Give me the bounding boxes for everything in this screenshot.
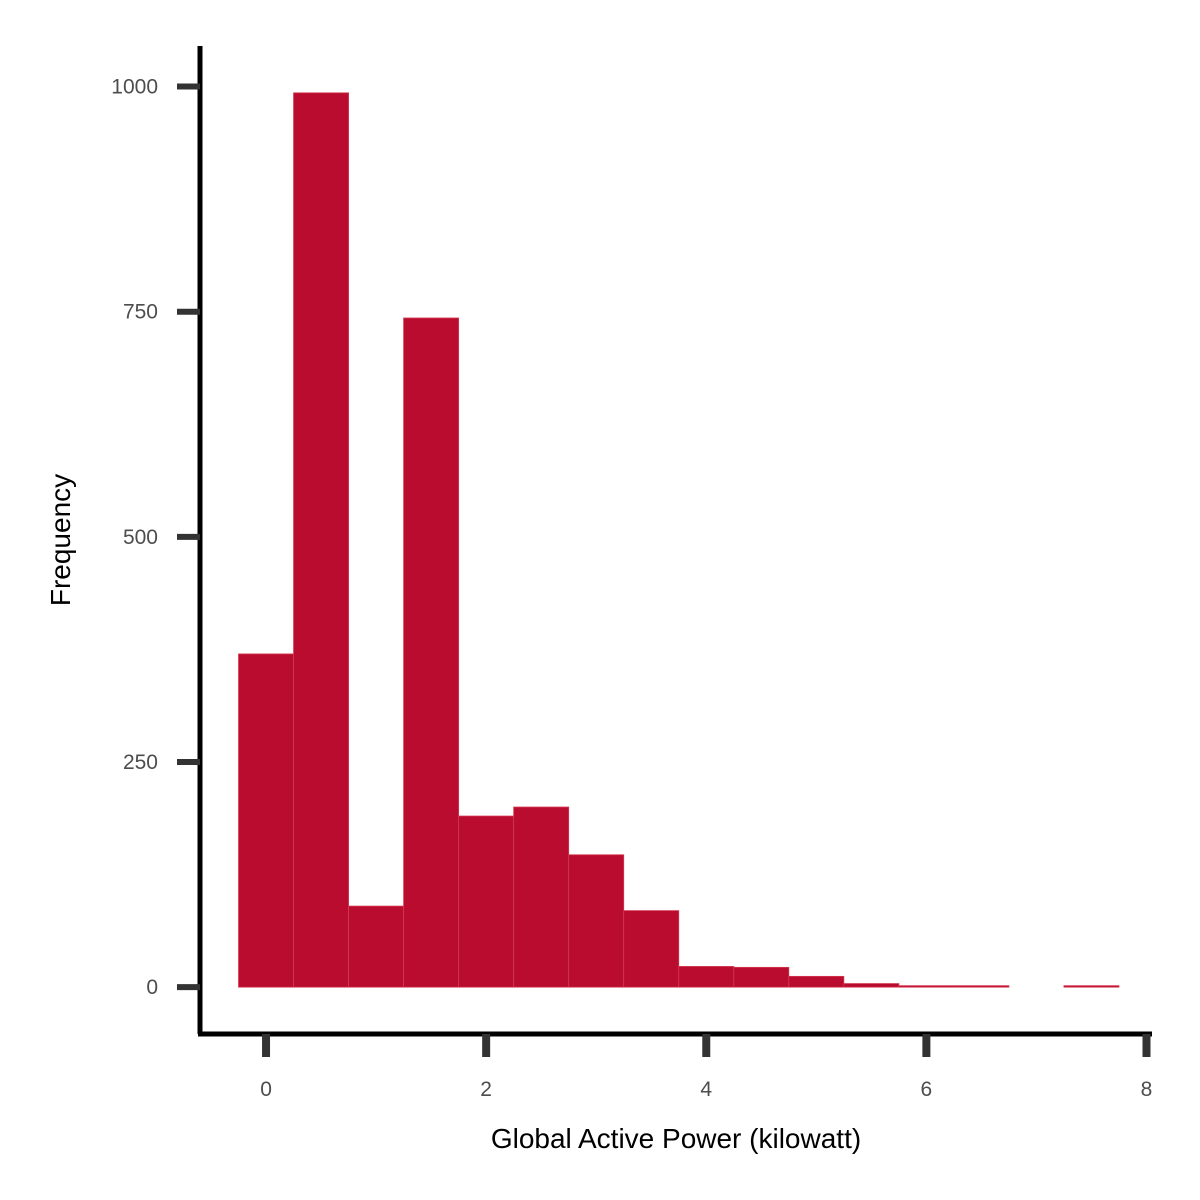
y-tick-label-500: 500	[123, 526, 158, 549]
histogram-bar-8	[678, 966, 735, 988]
x-axis-title: Global Active Power (kilowatt)	[491, 1123, 861, 1154]
histogram-bar-5	[513, 806, 570, 988]
y-axis: 0 250 500 750 1000	[111, 46, 203, 1034]
histogram-bar-15	[1063, 985, 1120, 988]
histogram-bars	[238, 92, 1120, 988]
x-tick-label-8: 8	[1141, 1078, 1153, 1101]
histogram-bar-9	[733, 966, 790, 988]
x-axis: 0 2 4 6 8	[198, 1031, 1153, 1101]
y-tick-label-750: 750	[123, 301, 158, 324]
histogram-bar-2	[348, 905, 405, 988]
y-tick-label-1000: 1000	[111, 76, 158, 99]
histogram-bar-12	[898, 985, 955, 988]
histogram-bar-10	[788, 975, 845, 988]
y-tick-label-0: 0	[146, 976, 158, 999]
histogram-bar-0	[238, 653, 294, 988]
histogram-bar-4	[458, 815, 515, 988]
histogram-bar-11	[843, 983, 900, 988]
histogram-bar-3	[403, 317, 460, 988]
histogram-bar-13	[953, 985, 1010, 988]
histogram-bar-7	[623, 910, 680, 988]
histogram-bar-6	[568, 854, 625, 988]
x-tick-label-0: 0	[260, 1078, 272, 1101]
histogram-bar-1	[293, 92, 349, 988]
x-tick-label-2: 2	[480, 1078, 492, 1101]
y-tick-label-250: 250	[123, 751, 158, 774]
x-tick-label-4: 4	[700, 1078, 712, 1101]
x-tick-label-6: 6	[921, 1078, 933, 1101]
y-axis-title: Frequency	[45, 474, 76, 606]
